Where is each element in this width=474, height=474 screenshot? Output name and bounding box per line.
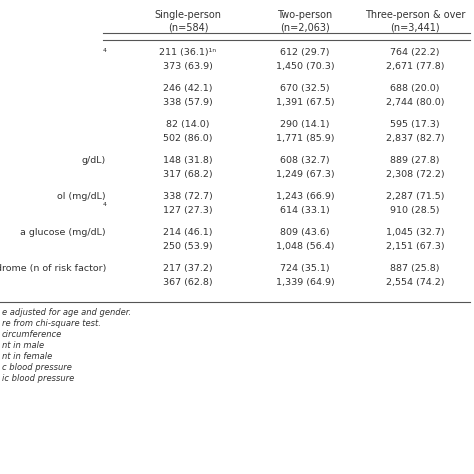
Text: 2,151 (67.3): 2,151 (67.3) <box>386 242 444 251</box>
Text: 887 (25.8): 887 (25.8) <box>390 264 440 273</box>
Text: ic blood pressure: ic blood pressure <box>2 374 74 383</box>
Text: Two-person: Two-person <box>277 10 333 20</box>
Text: 148 (31.8): 148 (31.8) <box>163 156 213 165</box>
Text: circumference: circumference <box>2 330 62 339</box>
Text: Three-person & over: Three-person & over <box>365 10 465 20</box>
Text: 1,339 (64.9): 1,339 (64.9) <box>275 278 334 287</box>
Text: 373 (63.9): 373 (63.9) <box>163 62 213 71</box>
Text: 338 (72.7): 338 (72.7) <box>163 192 213 201</box>
Text: ol (mg/dL): ol (mg/dL) <box>57 192 106 201</box>
Text: 317 (68.2): 317 (68.2) <box>163 170 213 179</box>
Text: 250 (53.9): 250 (53.9) <box>163 242 213 251</box>
Text: 2,308 (72.2): 2,308 (72.2) <box>386 170 444 179</box>
Text: 1,391 (67.5): 1,391 (67.5) <box>276 98 334 107</box>
Text: 670 (32.5): 670 (32.5) <box>280 84 330 93</box>
Text: a glucose (mg/dL): a glucose (mg/dL) <box>20 228 106 237</box>
Text: nt in female: nt in female <box>2 352 52 361</box>
Text: 809 (43.6): 809 (43.6) <box>280 228 330 237</box>
Text: 688 (20.0): 688 (20.0) <box>390 84 440 93</box>
Text: c blood pressure: c blood pressure <box>2 363 72 372</box>
Text: re from chi-square test.: re from chi-square test. <box>2 319 101 328</box>
Text: g/dL): g/dL) <box>82 156 106 165</box>
Text: 502 (86.0): 502 (86.0) <box>163 134 213 143</box>
Text: 1,771 (85.9): 1,771 (85.9) <box>276 134 334 143</box>
Text: 214 (46.1): 214 (46.1) <box>163 228 213 237</box>
Text: (n=3,441): (n=3,441) <box>390 22 440 32</box>
Text: 724 (35.1): 724 (35.1) <box>280 264 330 273</box>
Text: (n=2,063): (n=2,063) <box>280 22 330 32</box>
Text: 1,249 (67.3): 1,249 (67.3) <box>276 170 334 179</box>
Text: 2,287 (71.5): 2,287 (71.5) <box>386 192 444 201</box>
Text: 82 (14.0): 82 (14.0) <box>166 120 210 129</box>
Text: 211 (36.1)¹ⁿ: 211 (36.1)¹ⁿ <box>159 48 217 57</box>
Text: ⁴: ⁴ <box>102 48 106 57</box>
Text: 2,837 (82.7): 2,837 (82.7) <box>386 134 444 143</box>
Text: 608 (32.7): 608 (32.7) <box>280 156 330 165</box>
Text: e adjusted for age and gender.: e adjusted for age and gender. <box>2 308 131 317</box>
Text: drome (n of risk factor): drome (n of risk factor) <box>0 264 106 273</box>
Text: 127 (27.3): 127 (27.3) <box>163 206 213 215</box>
Text: 2,671 (77.8): 2,671 (77.8) <box>386 62 444 71</box>
Text: 217 (37.2): 217 (37.2) <box>163 264 213 273</box>
Text: 2,744 (80.0): 2,744 (80.0) <box>386 98 444 107</box>
Text: 1,450 (70.3): 1,450 (70.3) <box>276 62 334 71</box>
Text: 1,045 (32.7): 1,045 (32.7) <box>386 228 444 237</box>
Text: nt in male: nt in male <box>2 341 44 350</box>
Text: 889 (27.8): 889 (27.8) <box>390 156 440 165</box>
Text: 910 (28.5): 910 (28.5) <box>390 206 440 215</box>
Text: 2,554 (74.2): 2,554 (74.2) <box>386 278 444 287</box>
Text: 367 (62.8): 367 (62.8) <box>163 278 213 287</box>
Text: 338 (57.9): 338 (57.9) <box>163 98 213 107</box>
Text: 246 (42.1): 246 (42.1) <box>163 84 213 93</box>
Text: 595 (17.3): 595 (17.3) <box>390 120 440 129</box>
Text: Single-person: Single-person <box>155 10 221 20</box>
Text: 290 (14.1): 290 (14.1) <box>280 120 330 129</box>
Text: (n=584): (n=584) <box>168 22 208 32</box>
Text: 1,048 (56.4): 1,048 (56.4) <box>276 242 334 251</box>
Text: 612 (29.7): 612 (29.7) <box>280 48 330 57</box>
Text: ⁴: ⁴ <box>102 202 106 211</box>
Text: 614 (33.1): 614 (33.1) <box>280 206 330 215</box>
Text: 764 (22.2): 764 (22.2) <box>390 48 440 57</box>
Text: 1,243 (66.9): 1,243 (66.9) <box>276 192 334 201</box>
